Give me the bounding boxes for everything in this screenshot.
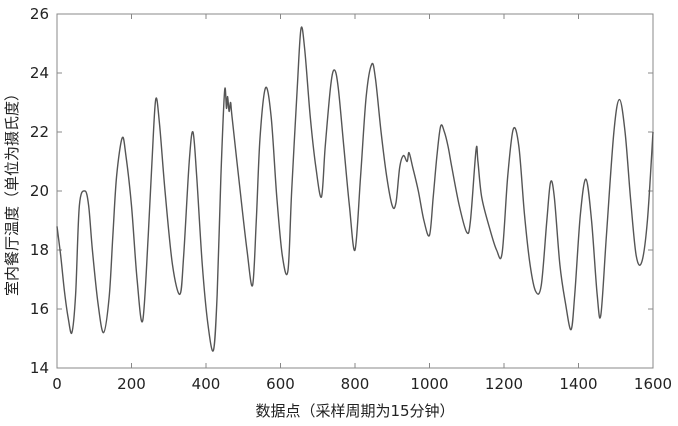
x-tick-label: 1600 bbox=[634, 375, 672, 393]
y-tick-label: 26 bbox=[30, 5, 49, 23]
y-tick-label: 18 bbox=[30, 241, 49, 259]
x-tick-label: 1200 bbox=[485, 375, 523, 393]
y-tick-label: 16 bbox=[30, 300, 49, 318]
x-tick-label: 600 bbox=[266, 375, 295, 393]
x-tick-label: 1000 bbox=[410, 375, 448, 393]
plot-area bbox=[57, 14, 653, 368]
y-axis-title: 室内餐厅温度（单位为摄氏度） bbox=[3, 86, 21, 296]
x-tick-label: 800 bbox=[341, 375, 370, 393]
x-tick-label: 400 bbox=[192, 375, 221, 393]
x-axis-title: 数据点（采样周期为15分钟） bbox=[255, 402, 454, 420]
x-tick-label: 1400 bbox=[559, 375, 597, 393]
y-tick-label: 22 bbox=[30, 123, 49, 141]
y-tick-label: 20 bbox=[30, 182, 49, 200]
x-tick-label: 0 bbox=[52, 375, 62, 393]
y-tick-label: 14 bbox=[30, 359, 49, 377]
x-tick-label: 200 bbox=[117, 375, 146, 393]
y-tick-label: 24 bbox=[30, 64, 49, 82]
